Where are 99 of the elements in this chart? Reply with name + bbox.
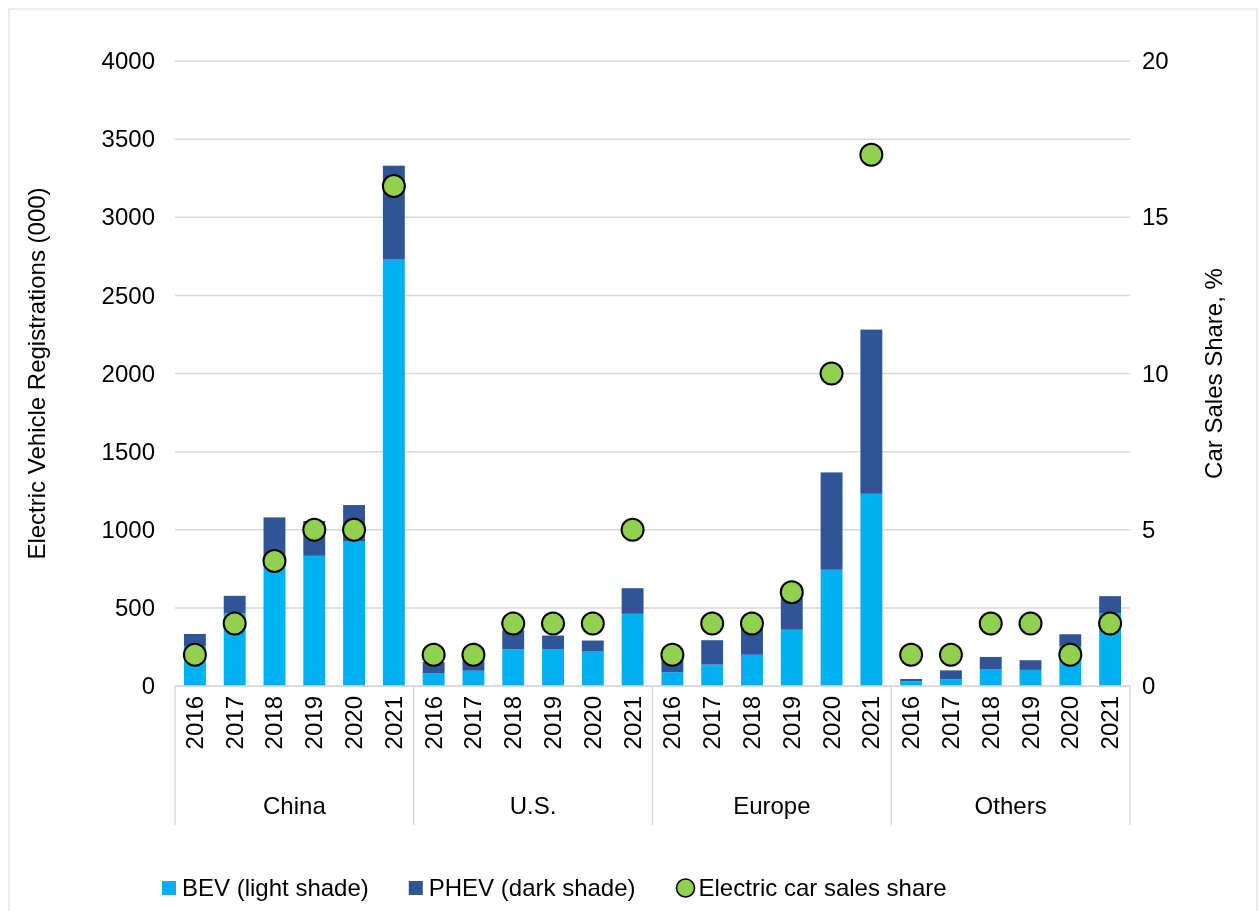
point — [1018, 611, 1043, 636]
point — [779, 580, 804, 605]
point — [899, 642, 924, 667]
x-tick-label: 2017 — [936, 696, 964, 750]
y-tick-label: 3500 — [101, 125, 155, 153]
x-tick-label: 2019 — [300, 696, 328, 750]
bar — [979, 668, 1002, 686]
bar — [422, 673, 445, 686]
y-tick-label: 1500 — [101, 437, 155, 465]
bar — [860, 493, 883, 686]
point — [1058, 642, 1083, 667]
point — [660, 642, 685, 667]
bar — [462, 670, 485, 686]
bar — [820, 569, 843, 686]
x-tick-label: 2020 — [1056, 696, 1084, 750]
point — [182, 642, 207, 667]
y2-axis-title: Car Sales Share, % — [1200, 268, 1227, 479]
bar — [701, 664, 724, 686]
x-tick-label: 2021 — [618, 696, 646, 750]
x-tick-label: 2016 — [897, 696, 925, 750]
point — [1098, 611, 1123, 636]
point — [541, 611, 566, 636]
x-tick-label: 2018 — [737, 696, 765, 750]
point — [381, 174, 406, 198]
x-tick-label: 2018 — [499, 696, 527, 750]
bar — [542, 648, 564, 686]
point — [978, 611, 1003, 636]
x-tick-label: 2018 — [260, 696, 288, 750]
y-tick-label: 2500 — [101, 281, 155, 309]
bar — [741, 654, 763, 686]
bar — [343, 541, 366, 686]
point — [342, 517, 367, 542]
point — [580, 611, 605, 636]
bar — [382, 258, 405, 686]
y2-tick-label: 10 — [1142, 359, 1169, 387]
x-tick-label: 2019 — [1016, 696, 1044, 750]
y-tick-label: 1000 — [101, 515, 155, 543]
point — [819, 361, 844, 386]
point — [938, 642, 963, 667]
bar — [661, 672, 684, 686]
x-tick-label: 2019 — [539, 696, 567, 750]
x-tick-label: 2021 — [1096, 696, 1124, 750]
bar — [979, 656, 1002, 669]
bar — [780, 629, 803, 686]
bar — [820, 472, 843, 570]
bar — [860, 329, 883, 494]
point — [302, 517, 327, 542]
bar — [621, 588, 644, 614]
point — [739, 611, 764, 636]
x-tick-label: 2017 — [220, 696, 248, 750]
bar — [940, 679, 962, 686]
legend-label: PHEV (dark shade) — [428, 874, 636, 901]
bar — [940, 670, 962, 680]
x-tick-label: 2017 — [459, 696, 487, 750]
y-tick-label: 2000 — [101, 359, 155, 387]
x-tick-label: 2021 — [857, 696, 885, 750]
x-tick-label: 2020 — [340, 696, 368, 750]
x-tick-label: 2018 — [976, 696, 1004, 750]
bar — [502, 649, 525, 686]
y-tick-label: 3000 — [101, 203, 155, 231]
y-tick-label: 500 — [114, 594, 155, 622]
y2-tick-label: 15 — [1142, 203, 1169, 231]
x-tick-label: 2020 — [578, 696, 606, 750]
x-tick-label: 2016 — [180, 696, 208, 750]
bar — [1019, 660, 1042, 670]
point — [222, 611, 247, 636]
text: U.S. — [509, 792, 557, 819]
point — [461, 642, 486, 667]
bar — [303, 555, 326, 686]
point — [501, 611, 526, 636]
point — [620, 517, 645, 542]
x-tick-label: 2017 — [698, 696, 726, 750]
bar — [223, 595, 246, 614]
y-tick-label: 4000 — [101, 47, 155, 75]
point — [700, 611, 725, 636]
y2-tick-label: 20 — [1142, 47, 1169, 75]
bar — [1099, 596, 1122, 614]
bar — [621, 613, 644, 686]
bar — [581, 640, 604, 651]
bar — [581, 651, 604, 686]
y-tick-label: 0 — [141, 672, 155, 700]
y-axis-title: Electric Vehicle Registrations (000) — [23, 187, 50, 560]
x-tick-label: 2019 — [777, 696, 805, 750]
x-tick-label: 2021 — [379, 696, 407, 750]
y2-tick-label: 0 — [1142, 672, 1156, 700]
text: Others — [974, 792, 1047, 819]
point — [421, 642, 446, 667]
point — [262, 549, 287, 573]
text: Europe — [733, 792, 811, 819]
legend-label: BEV (light shade) — [182, 874, 369, 901]
x-tick-label: 2016 — [419, 696, 447, 750]
bar — [701, 640, 724, 665]
point — [859, 142, 884, 167]
legend-label: Electric car sales share — [698, 874, 947, 901]
x-tick-label: 2016 — [658, 696, 686, 750]
text: China — [263, 792, 327, 819]
x-tick-label: 2020 — [817, 696, 845, 750]
bar — [542, 635, 564, 649]
y2-tick-label: 5 — [1142, 515, 1156, 543]
